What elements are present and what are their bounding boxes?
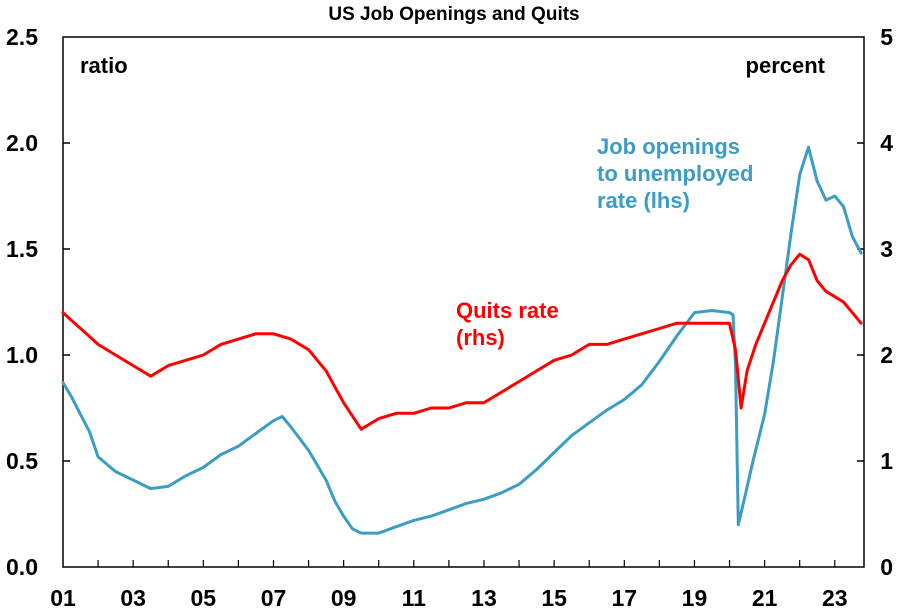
x-tick-label: 21 <box>752 585 778 611</box>
x-tick-label: 17 <box>611 585 637 611</box>
left-tick-label: 2.5 <box>6 24 38 50</box>
quits-rate-annotation: Quits rate (rhs) <box>456 298 565 350</box>
left-tick-label: 0.5 <box>6 448 38 474</box>
x-tick-label: 13 <box>471 585 497 611</box>
x-tick-label: 07 <box>261 585 287 611</box>
right-tick-label: 5 <box>880 24 893 50</box>
left-tick-label: 1.0 <box>6 342 38 368</box>
job-openings-line <box>61 145 863 535</box>
left-tick-label: 1.5 <box>6 236 38 262</box>
chart-title: US Job Openings and Quits <box>328 4 579 25</box>
series-lines <box>61 145 863 535</box>
job-openings-annotation-line: Job openings <box>597 134 740 159</box>
x-tick-label: 19 <box>682 585 708 611</box>
x-tick-label: 05 <box>191 585 217 611</box>
job-openings-annotation: Job openings to unemployed rate (lhs) <box>597 134 760 213</box>
x-tick-label: 03 <box>120 585 146 611</box>
job-openings-annotation-line: to unemployed <box>597 161 753 186</box>
left-tick-label: 0.0 <box>6 554 38 580</box>
quits-rate-line <box>61 252 863 431</box>
plot-area <box>62 36 865 568</box>
x-tick-label: 09 <box>331 585 357 611</box>
right-tick-label: 2 <box>880 342 893 368</box>
right-axis: 0 1 2 3 4 5 <box>857 24 893 580</box>
right-tick-label: 1 <box>880 448 893 474</box>
quits-rate-annotation-line: (rhs) <box>456 325 505 350</box>
left-axis: 0.0 0.5 1.0 1.5 2.0 2.5 <box>6 24 70 580</box>
right-tick-label: 4 <box>880 130 893 156</box>
x-tick-label: 11 <box>402 585 427 611</box>
x-tick-label: 01 <box>50 585 76 611</box>
x-tick-label: 15 <box>541 585 567 611</box>
right-unit-label: percent <box>746 53 826 78</box>
x-axis: 01 03 05 07 09 11 13 15 17 19 21 23 <box>50 560 848 611</box>
right-tick-label: 3 <box>880 236 893 262</box>
left-unit-label: ratio <box>80 53 128 78</box>
quits-rate-annotation-line: Quits rate <box>456 298 559 323</box>
x-tick-label: 23 <box>822 585 848 611</box>
right-tick-label: 0 <box>880 554 893 580</box>
job-openings-annotation-line: rate (lhs) <box>597 188 690 213</box>
left-tick-label: 2.0 <box>6 130 38 156</box>
